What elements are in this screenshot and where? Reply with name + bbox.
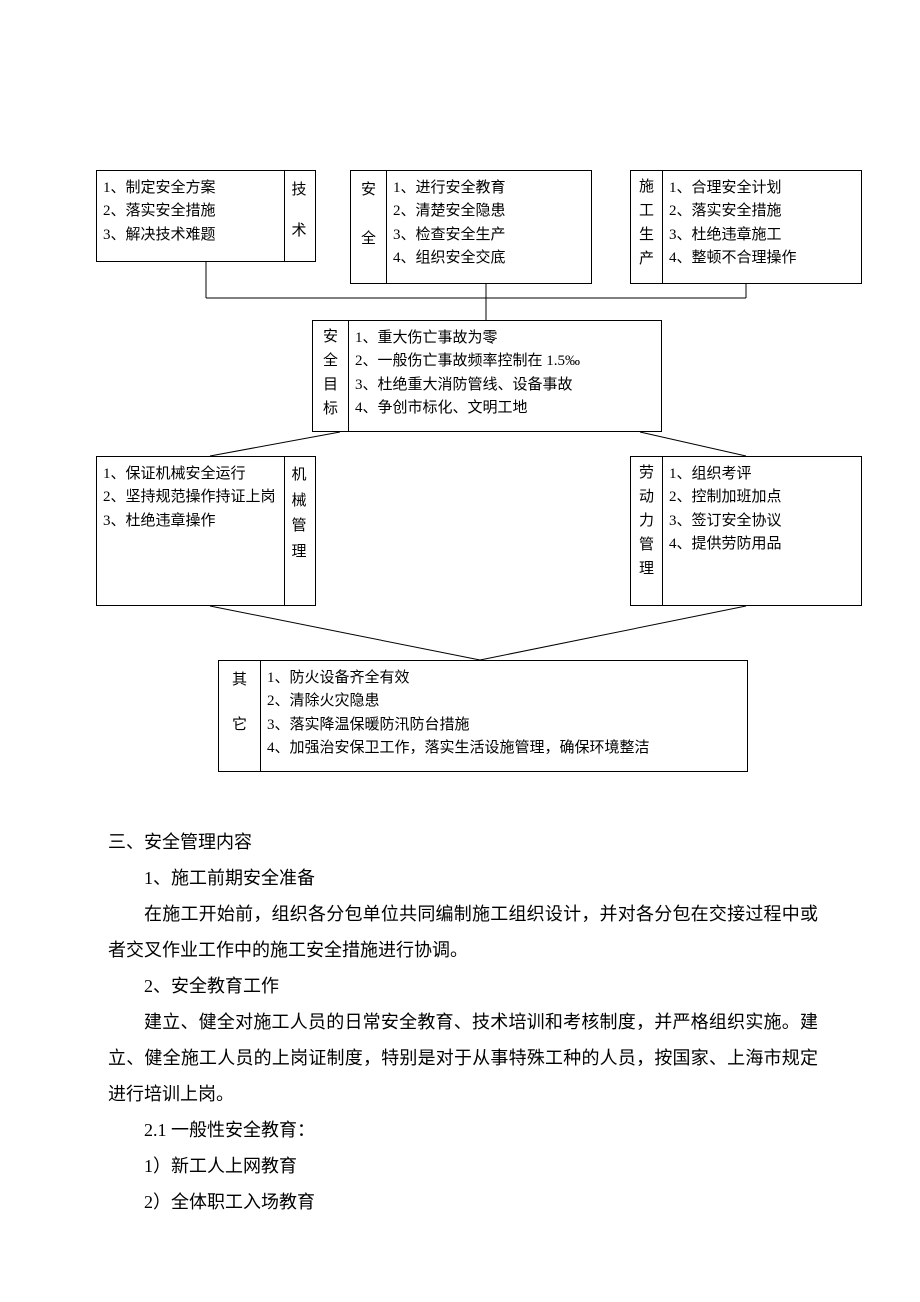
section-2-1: 2.1 一般性安全教育： [108,1112,818,1148]
box-jixie-label-3: 管 [289,514,309,540]
box-laodong-label-3: 力 [637,509,656,533]
box-anquan-label-1: 安 [357,179,380,202]
section-2-1a: 1）新工人上网教育 [108,1148,818,1184]
box-anquan-label-2: 全 [357,228,380,251]
box-laodong-label-2: 动 [637,485,656,509]
section-2-1b: 2）全体职工入场教育 [108,1184,818,1220]
box-qita-item: 3、落实降温保暖防汛防台措施 [267,714,741,737]
section-1-para: 在施工开始前，组织各分包单位共同编制施工组织设计，并对各分包在交接过程中或者交叉… [108,896,818,968]
box-mubiao-item: 2、一般伤亡事故频率控制在 1.5‰ [355,350,655,373]
box-jixie-item: 1、保证机械安全运行 [103,463,278,486]
box-jixie: 1、保证机械安全运行 2、坚持规范操作持证上岗 3、杜绝违章操作 机 械 管 理 [96,456,316,606]
box-anquan-item: 2、清楚安全隐患 [393,200,585,223]
box-qita: 其 它 1、防火设备齐全有效 2、清除火灾隐患 3、落实降温保暖防汛防台措施 4… [218,660,748,772]
box-qita-item: 4、加强治安保卫工作，落实生活设施管理，确保环境整洁 [267,737,741,760]
box-mubiao-item: 3、杜绝重大消防管线、设备事故 [355,374,655,397]
box-qita-label-2: 它 [225,714,254,737]
box-laodong: 劳 动 力 管 理 1、组织考评 2、控制加班加点 3、签订安全协议 4、提供劳… [630,456,862,606]
box-anquan-item: 3、检查安全生产 [393,224,585,247]
box-shigong-label-3: 生 [637,223,656,247]
box-shigong-label-2: 工 [637,199,656,223]
box-laodong-label-5: 理 [637,557,656,581]
box-jishu: 1、制定安全方案 2、落实安全措施 3、解决技术难题 技 术 [96,170,316,262]
box-jixie-label-4: 理 [289,540,309,566]
box-jishu-label-1: 技 [289,179,309,202]
body-text: 三、安全管理内容 1、施工前期安全准备 在施工开始前，组织各分包单位共同编制施工… [108,824,818,1220]
box-qita-item: 2、清除火灾隐患 [267,690,741,713]
box-jixie-label-2: 械 [289,489,309,515]
box-jixie-item: 3、杜绝违章操作 [103,510,278,533]
box-jishu-item: 3、解决技术难题 [103,224,278,247]
box-jixie-label-1: 机 [289,463,309,489]
box-mubiao-item: 1、重大伤亡事故为零 [355,327,655,350]
box-anquan-item: 4、组织安全交底 [393,247,585,270]
box-shigong-label-4: 产 [637,247,656,271]
box-laodong-item: 1、组织考评 [669,463,855,486]
box-mubiao-label-1: 安 [319,325,342,349]
box-laodong-item: 2、控制加班加点 [669,486,855,509]
safety-diagram: 1、制定安全方案 2、落实安全措施 3、解决技术难题 技 术 安 全 1、进行安… [0,0,920,800]
section-heading: 三、安全管理内容 [108,824,818,860]
box-mubiao-item: 4、争创市标化、文明工地 [355,397,655,420]
box-laodong-label-4: 管 [637,533,656,557]
box-mubiao-label-2: 全 [319,349,342,373]
section-1-title: 1、施工前期安全准备 [108,860,818,896]
box-jishu-item: 2、落实安全措施 [103,200,278,223]
box-laodong-item: 3、签订安全协议 [669,510,855,533]
box-shigong: 施 工 生 产 1、合理安全计划 2、落实安全措施 3、杜绝违章施工 4、整顿不… [630,170,862,284]
section-2-title: 2、安全教育工作 [108,968,818,1004]
box-qita-item: 1、防火设备齐全有效 [267,667,741,690]
box-laodong-label-1: 劳 [637,461,656,485]
box-shigong-label-1: 施 [637,175,656,199]
box-shigong-item: 2、落实安全措施 [669,200,855,223]
box-mubiao: 安 全 目 标 1、重大伤亡事故为零 2、一般伤亡事故频率控制在 1.5‰ 3、… [312,320,662,432]
box-laodong-item: 4、提供劳防用品 [669,533,855,556]
box-mubiao-label-3: 目 [319,373,342,397]
box-anquan: 安 全 1、进行安全教育 2、清楚安全隐患 3、检查安全生产 4、组织安全交底 [350,170,592,284]
box-jixie-item: 2、坚持规范操作持证上岗 [103,486,278,509]
box-jishu-item: 1、制定安全方案 [103,177,278,200]
box-shigong-item: 1、合理安全计划 [669,177,855,200]
box-jishu-label-2: 术 [289,220,309,243]
box-shigong-item: 3、杜绝违章施工 [669,224,855,247]
box-qita-label-1: 其 [225,669,254,692]
box-mubiao-label-4: 标 [319,397,342,421]
section-2-para: 建立、健全对施工人员的日常安全教育、技术培训和考核制度，并严格组织实施。建立、健… [108,1004,818,1112]
box-shigong-item: 4、整顿不合理操作 [669,247,855,270]
box-anquan-item: 1、进行安全教育 [393,177,585,200]
